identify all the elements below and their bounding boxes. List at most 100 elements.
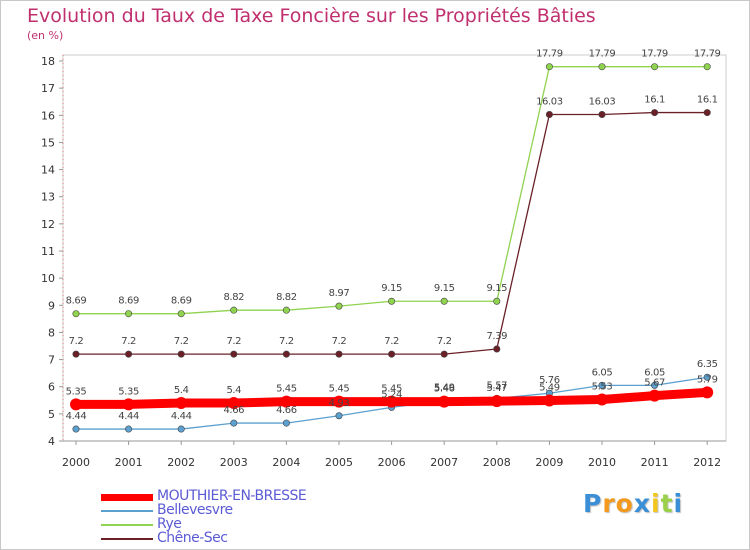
data-point (703, 63, 711, 71)
legend-swatch (101, 538, 153, 540)
data-label: 17.79 (589, 49, 616, 60)
data-point (493, 297, 501, 305)
data-point (651, 109, 659, 117)
data-point (598, 110, 606, 118)
data-label: 9.15 (381, 283, 402, 294)
x-tick-label: 2002 (167, 456, 195, 469)
data-point (701, 386, 714, 399)
data-point (703, 373, 711, 381)
data-label: 5.47 (486, 383, 507, 394)
data-point (175, 397, 188, 409)
x-tick-label: 2005 (325, 456, 353, 469)
data-label: 7.2 (384, 336, 399, 347)
y-tick-label: 12 (41, 218, 55, 231)
data-label: 8.69 (171, 296, 192, 307)
logo-letter: i (673, 489, 684, 518)
y-tick-label: 5 (48, 408, 55, 421)
logo-letter: t (660, 489, 674, 518)
data-label: 5.45 (381, 384, 402, 395)
data-point (177, 310, 185, 318)
data-point (282, 306, 290, 314)
legend-swatch (101, 494, 153, 501)
data-point (177, 425, 185, 433)
data-point (598, 63, 606, 71)
data-label: 17.79 (694, 49, 721, 60)
y-axis-label: (en %) (27, 29, 64, 42)
data-point (703, 109, 711, 117)
data-point (335, 412, 343, 420)
legend-label: MOUTHIER-EN-BRESSE (157, 488, 307, 504)
data-label: 6.05 (592, 367, 613, 378)
data-label: 7.2 (174, 336, 189, 347)
data-point (122, 398, 135, 411)
y-tick-label: 11 (41, 245, 55, 258)
data-label: 16.1 (697, 95, 718, 106)
data-point (125, 350, 133, 358)
logo-letter: i (651, 489, 661, 518)
data-point (335, 302, 343, 310)
x-tick-label: 2007 (430, 456, 458, 469)
data-point (545, 63, 553, 71)
x-tick-label: 2001 (115, 456, 143, 469)
data-label: 4.44 (171, 411, 192, 422)
data-label: 7.2 (332, 336, 347, 347)
x-tick-label: 2011 (641, 456, 669, 469)
data-point (651, 381, 659, 389)
y-tick-label: 4 (48, 435, 55, 448)
data-label: 7.2 (279, 336, 294, 347)
data-point (230, 306, 238, 314)
data-point (598, 381, 606, 389)
data-label: 5.35 (118, 386, 139, 397)
x-tick-label: 2006 (378, 456, 406, 469)
data-label: 7.2 (226, 336, 241, 347)
data-point (388, 350, 396, 358)
data-label: 16.03 (536, 96, 563, 107)
data-label: 7.2 (121, 336, 136, 347)
data-label: 4.93 (329, 398, 350, 409)
data-label: 4.44 (118, 411, 139, 422)
data-point (493, 345, 501, 353)
data-point (230, 419, 238, 427)
data-label: 5.45 (276, 384, 297, 395)
data-label: 7.39 (486, 331, 507, 342)
data-point (230, 350, 238, 358)
logo-letter: P (583, 489, 603, 518)
x-tick-label: 2008 (483, 456, 511, 469)
x-tick-label: 2003 (220, 456, 248, 469)
data-label: 9.15 (486, 283, 507, 294)
data-label: 6.35 (697, 359, 718, 370)
data-point (72, 310, 80, 318)
data-point (388, 297, 396, 305)
logo-letter: o (615, 489, 634, 518)
x-tick-label: 2009 (535, 456, 563, 469)
y-tick-label: 13 (41, 191, 55, 204)
proxiti-logo: Proxiti (583, 489, 683, 518)
x-tick-label: 2000 (62, 456, 90, 469)
data-label: 5.45 (329, 384, 350, 395)
data-label: 4.44 (66, 411, 87, 422)
y-tick-label: 8 (48, 326, 55, 339)
data-label: 5.24 (381, 389, 402, 400)
y-tick-label: 17 (41, 82, 55, 95)
data-point (385, 395, 398, 408)
legend-swatch (101, 510, 153, 512)
data-point (125, 310, 133, 318)
data-point (333, 395, 345, 408)
data-point (440, 350, 448, 358)
data-label: 17.79 (641, 49, 668, 60)
data-label: 8.69 (66, 296, 87, 307)
data-label: 8.82 (276, 292, 297, 303)
data-label: 5.4 (174, 385, 189, 396)
data-label: 5.49 (434, 383, 455, 394)
y-tick-label: 16 (41, 109, 55, 122)
data-point (282, 350, 290, 358)
data-point (490, 395, 503, 408)
y-tick-label: 15 (41, 136, 55, 149)
data-point (545, 110, 553, 118)
data-point (282, 419, 290, 427)
legend-label: Chêne-Sec (157, 530, 228, 546)
data-point (543, 394, 556, 407)
chart-title: Evolution du Taux de Taxe Foncière sur l… (27, 5, 596, 27)
data-point (177, 350, 185, 358)
